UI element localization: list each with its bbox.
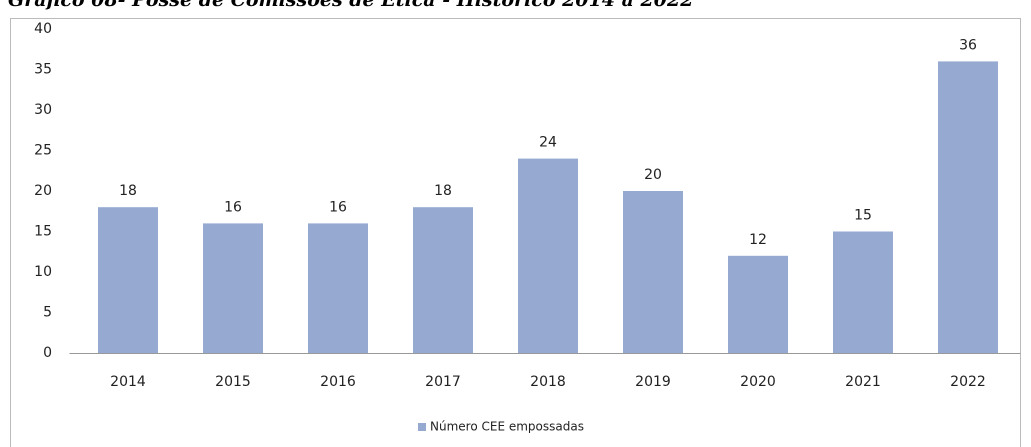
x-tick-label: 2016 xyxy=(320,374,356,390)
x-tick-label: 2020 xyxy=(740,374,776,390)
legend-label: Número CEE empossadas xyxy=(430,420,584,434)
y-tick-label: 5 xyxy=(43,305,52,321)
y-tick-label: 25 xyxy=(34,143,52,159)
data-label: 16 xyxy=(224,199,242,215)
bar xyxy=(98,207,158,353)
y-tick-label: 40 xyxy=(34,21,52,37)
data-label: 36 xyxy=(959,37,977,53)
y-tick-label: 35 xyxy=(34,62,52,78)
data-label: 15 xyxy=(854,208,872,224)
y-tick-label: 10 xyxy=(34,264,52,280)
x-tick-label: 2015 xyxy=(215,374,251,390)
bar xyxy=(203,223,263,353)
x-tick-label: 2017 xyxy=(425,374,461,390)
chart-title: Gráfico 08- Posse de Comissões de Ética … xyxy=(8,0,693,11)
legend-marker xyxy=(418,423,426,431)
y-tick-label: 20 xyxy=(34,183,52,199)
x-tick-label: 2022 xyxy=(950,374,986,390)
y-tick-label: 0 xyxy=(43,345,52,361)
data-label: 20 xyxy=(644,167,662,183)
bar xyxy=(728,255,788,353)
bar xyxy=(623,191,683,353)
x-tick-label: 2018 xyxy=(530,374,566,390)
bar xyxy=(413,207,473,353)
x-tick-label: 2021 xyxy=(845,374,881,390)
data-label: 24 xyxy=(539,135,557,151)
bar xyxy=(518,158,578,353)
bar xyxy=(938,61,998,354)
data-label: 18 xyxy=(119,183,137,199)
bar xyxy=(308,223,368,353)
x-tick-label: 2019 xyxy=(635,374,671,390)
data-label: 18 xyxy=(434,183,452,199)
data-label: 12 xyxy=(749,232,767,248)
y-tick-label: 15 xyxy=(34,224,52,240)
data-label: 16 xyxy=(329,199,347,215)
bar xyxy=(833,231,893,353)
y-tick-label: 30 xyxy=(34,102,52,118)
x-tick-label: 2014 xyxy=(110,374,146,390)
chart-border xyxy=(10,18,1021,447)
